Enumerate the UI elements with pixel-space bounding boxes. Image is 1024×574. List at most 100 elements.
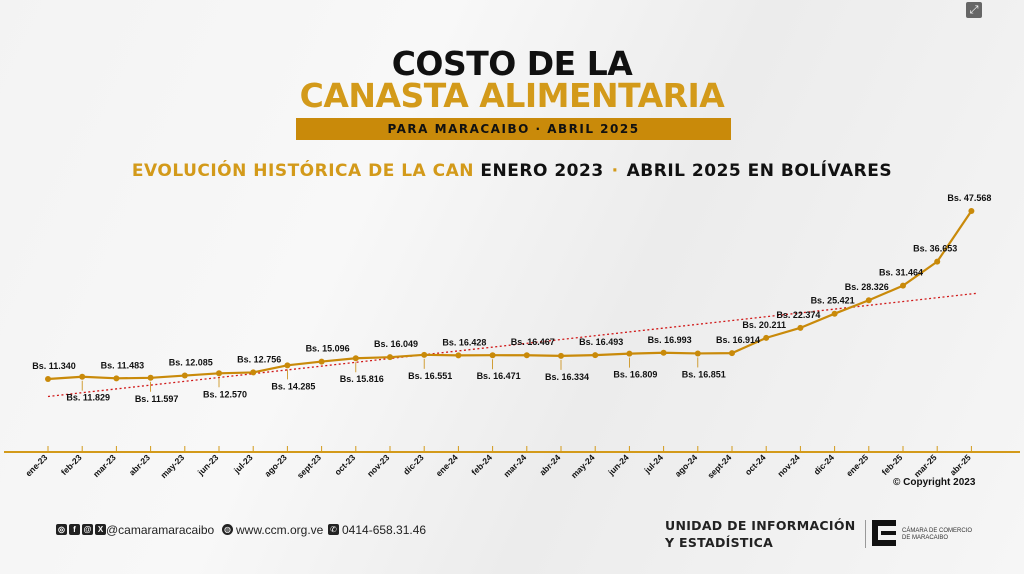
data-label: Bs. 11.597: [135, 394, 179, 404]
data-label: Bs. 16.049: [374, 339, 418, 349]
data-point: [523, 352, 530, 359]
x-tick-label: feb-24: [469, 452, 494, 477]
data-point: [147, 374, 154, 381]
x-tick-label: sept-23: [295, 452, 323, 480]
x-tick-label: mar-23: [91, 452, 118, 479]
phone-number: 0414-658.31.46: [342, 523, 427, 537]
globe-icon: ◍: [222, 524, 233, 535]
data-point: [763, 334, 770, 341]
data-point: [318, 358, 325, 365]
subtitle-part-a: EVOLUCIÓN HISTÓRICA DE LA CAN: [131, 161, 474, 181]
data-label: Bs. 31.464: [879, 268, 923, 278]
x-tick-label: ene-23: [23, 452, 49, 478]
data-point: [113, 375, 120, 382]
data-point: [660, 349, 667, 356]
x-tick-label: may-23: [158, 452, 186, 480]
x-tick-label: jul-23: [231, 452, 255, 476]
x-tick-label: ene-24: [434, 452, 460, 478]
data-label: Bs. 11.483: [101, 360, 145, 370]
data-label: Bs. 16.851: [682, 369, 726, 379]
title-line2: CANASTA ALIMENTARIA: [299, 76, 725, 115]
x-tick-label: ago-23: [262, 452, 289, 479]
phone-icon: ✆: [328, 524, 339, 535]
chamber-logo-icon: [872, 520, 896, 546]
data-point: [797, 324, 804, 331]
data-label: Bs. 20.211: [742, 320, 786, 330]
data-label: Bs. 22.374: [776, 310, 820, 320]
data-point: [934, 258, 941, 265]
data-label: Bs. 36.653: [913, 244, 957, 254]
subtitle-part-b: ENERO 2023: [480, 161, 604, 181]
data-point: [865, 297, 872, 304]
data-label: Bs. 14.285: [271, 381, 315, 391]
x-tick-label: oct-23: [332, 452, 357, 477]
data-point: [284, 362, 291, 369]
logo-line1: CÁMARA DE COMERCIO: [902, 528, 973, 534]
data-point: [694, 350, 701, 357]
social-handle: @camaramaracaibo: [106, 523, 215, 537]
data-point: [216, 370, 222, 377]
data-point: [45, 376, 51, 382]
title-line1: COSTO DE LA: [391, 44, 633, 83]
x-tick-label: oct-24: [743, 452, 768, 477]
unit-line1: UNIDAD DE INFORMACIÓN: [665, 518, 856, 533]
expand-icon[interactable]: ⤢: [966, 2, 982, 18]
x-icon[interactable]: X: [95, 524, 106, 535]
x-tick-label: mar-24: [501, 452, 528, 479]
subtitle-dot: ·: [611, 161, 619, 181]
x-tick-label: abr-24: [537, 452, 562, 477]
data-point: [592, 352, 599, 359]
data-label: Bs. 12.756: [237, 354, 281, 364]
data-point: [831, 310, 838, 317]
data-point: [455, 352, 462, 359]
data-label: Bs. 16.334: [545, 372, 589, 382]
subtitle-part-c: ABRIL 2025 EN BOLÍVARES: [626, 161, 893, 181]
x-tick-label: abr-23: [127, 452, 152, 477]
data-point: [489, 352, 496, 359]
instagram-icon[interactable]: ◎: [56, 524, 67, 535]
data-point: [968, 208, 975, 214]
x-tick-label: mar-25: [912, 452, 939, 479]
data-label: Bs. 16.467: [511, 337, 555, 347]
website-link[interactable]: www.ccm.org.ve: [236, 523, 324, 537]
x-tick-label: nov-24: [775, 452, 802, 479]
x-tick-label: may-24: [569, 452, 597, 480]
data-label: Bs. 16.551: [408, 371, 452, 381]
data-label: Bs. 28.326: [845, 282, 889, 292]
x-tick-label: feb-25: [880, 452, 905, 477]
data-label: Bs. 16.809: [613, 370, 657, 380]
copyright-text: © Copyright 2023: [893, 477, 976, 488]
data-label: Bs. 12.085: [169, 358, 213, 368]
data-label: Bs. 11.829: [66, 393, 110, 403]
x-tick-label: dic-23: [401, 452, 426, 477]
title-banner: PARA MARACAIBO · ABRIL 2025: [296, 118, 731, 140]
x-tick-label: jun-24: [605, 452, 631, 478]
x-tick-label: jul-24: [642, 452, 666, 476]
unit-line2: Y ESTADÍSTICA: [665, 535, 774, 550]
x-tick-label: nov-23: [365, 452, 392, 479]
data-label: Bs. 15.816: [340, 374, 384, 384]
data-label: Bs. 12.570: [203, 389, 247, 399]
data-label: Bs. 25.421: [811, 296, 855, 306]
x-tick-label: ene-25: [844, 452, 870, 478]
threads-icon[interactable]: @: [82, 524, 93, 535]
data-label: Bs. 16.993: [648, 335, 692, 345]
data-point: [352, 355, 359, 362]
x-tick-label: abr-25: [948, 452, 973, 477]
data-point: [729, 350, 735, 357]
data-label: Bs. 15.096: [306, 344, 350, 354]
facebook-icon[interactable]: f: [69, 524, 80, 535]
x-tick-label: feb-23: [59, 452, 84, 477]
x-tick-label: ago-24: [673, 452, 700, 479]
data-point: [79, 373, 86, 380]
footer-divider: [865, 520, 866, 548]
data-label: Bs. 11.340: [32, 361, 76, 371]
x-tick-label: sept-24: [705, 452, 733, 480]
data-label: Bs. 16.428: [442, 337, 486, 347]
unit-name: UNIDAD DE INFORMACIÓN Y ESTADÍSTICA: [665, 517, 856, 551]
data-label: Bs. 16.914: [716, 335, 760, 345]
data-point: [626, 350, 633, 357]
data-label: Bs. 16.493: [579, 337, 623, 347]
series-line: [47, 210, 973, 381]
